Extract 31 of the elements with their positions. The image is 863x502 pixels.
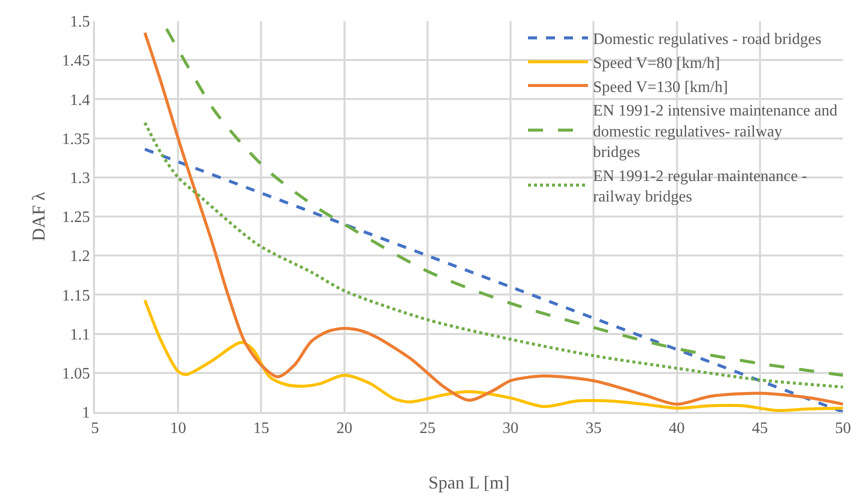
x-tick-label: 45 bbox=[752, 420, 768, 437]
x-tick-label: 40 bbox=[668, 420, 685, 437]
x-tick-label: 35 bbox=[586, 420, 602, 437]
y-tick-label: 1.2 bbox=[70, 248, 90, 266]
line-series bbox=[143, 148, 843, 412]
x-tick-label: 5 bbox=[91, 420, 99, 437]
line-series bbox=[143, 298, 843, 412]
legend-label: Domestic regulatives - road bridges bbox=[593, 31, 822, 48]
legend-label: EN 1991-2 intensive maintenance and domestic regulatives- railway bridges bbox=[593, 102, 838, 162]
y-tick-label: 1.4 bbox=[70, 92, 90, 109]
x-tick-label: 20 bbox=[336, 420, 352, 437]
x-tick-label: 10 bbox=[170, 420, 186, 437]
x-axis-title: Span L [m] bbox=[428, 472, 510, 493]
line-series bbox=[143, 121, 843, 388]
y-tick-label: 1.3 bbox=[70, 170, 90, 187]
legend-label: Speed V=130 [km/h] bbox=[593, 78, 728, 96]
y-tick-label: 1.15 bbox=[62, 287, 90, 304]
y-tick-label: 1 bbox=[82, 404, 90, 422]
x-tick-label: 30 bbox=[502, 420, 519, 437]
y-axis-title: DAF λ bbox=[28, 192, 49, 242]
legend-label: Speed V=80 [km/h] bbox=[593, 54, 720, 72]
y-tick-label: 1.25 bbox=[62, 209, 90, 226]
y-tick-label: 1.5 bbox=[70, 14, 90, 31]
legend-label: EN 1991-2 regular maintenance - railway bridges bbox=[593, 168, 808, 206]
y-tick-label: 1.35 bbox=[62, 130, 90, 148]
y-tick-label: 1.05 bbox=[62, 366, 90, 382]
x-tick-label: 15 bbox=[253, 420, 270, 437]
y-tick-label: 1.1 bbox=[70, 326, 90, 344]
y-tick-label: 1.45 bbox=[62, 52, 90, 70]
x-tick-label: 25 bbox=[419, 420, 436, 437]
x-tick-label: 50 bbox=[835, 420, 851, 437]
